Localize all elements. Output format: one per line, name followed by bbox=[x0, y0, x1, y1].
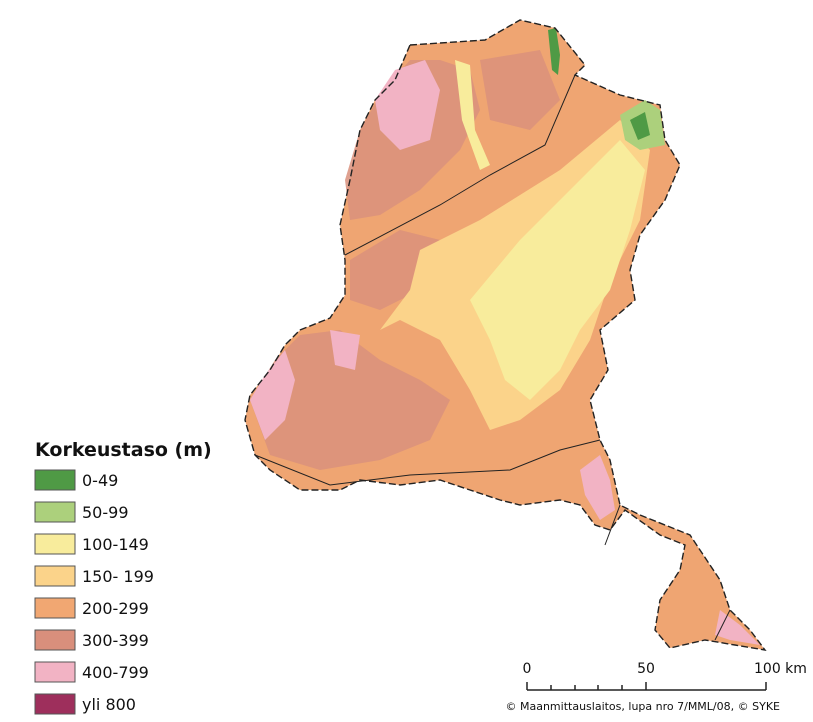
terrain-400 bbox=[330, 330, 360, 370]
terrain-0 bbox=[630, 112, 650, 140]
municipal-border bbox=[344, 74, 576, 256]
legend-swatch bbox=[34, 629, 76, 651]
legend-swatch bbox=[34, 533, 76, 555]
terrain-0 bbox=[548, 28, 560, 75]
scale-label: 100 km bbox=[754, 661, 807, 677]
region-border bbox=[244, 19, 767, 651]
terrain-100 bbox=[455, 60, 490, 170]
terrain-100 bbox=[470, 140, 645, 400]
terrain-400 bbox=[580, 455, 615, 520]
terrain-300 bbox=[480, 50, 560, 130]
legend-label: 150- 199 bbox=[82, 567, 154, 586]
legend: 0-49 50-99 100-149 150- 199 200-299 300-399 40… bbox=[34, 469, 154, 715]
legend-swatch bbox=[34, 565, 76, 587]
copyright: © Maanmittauslaitos, lupa nro 7/MML/08, … bbox=[505, 700, 780, 713]
legend-label: yli 800 bbox=[82, 695, 136, 714]
terrain-400 bbox=[250, 350, 295, 440]
map-region bbox=[244, 19, 767, 651]
scale-label: 50 bbox=[637, 661, 655, 677]
terrain-300 bbox=[250, 330, 450, 470]
legend-swatch bbox=[34, 693, 76, 715]
legend-label: 0-49 bbox=[82, 471, 118, 490]
legend-label: 400-799 bbox=[82, 663, 149, 682]
municipal-border bbox=[604, 504, 621, 546]
legend-swatch bbox=[34, 597, 76, 619]
legend-label: 300-399 bbox=[82, 631, 149, 650]
legend-swatch bbox=[34, 469, 76, 491]
legend-swatch bbox=[34, 501, 76, 523]
legend-label: 100-149 bbox=[82, 535, 149, 554]
legend-label: 50-99 bbox=[82, 503, 129, 522]
municipal-border bbox=[714, 609, 731, 641]
scale-bar bbox=[526, 682, 767, 691]
legend-swatch bbox=[34, 661, 76, 683]
legend-label: 200-299 bbox=[82, 599, 149, 618]
terrain-400 bbox=[375, 60, 440, 150]
legend-title: Korkeustaso (m) bbox=[35, 439, 212, 461]
terrain-400 bbox=[715, 610, 760, 645]
municipal-border bbox=[254, 439, 601, 486]
scale-label: 0 bbox=[523, 661, 532, 677]
